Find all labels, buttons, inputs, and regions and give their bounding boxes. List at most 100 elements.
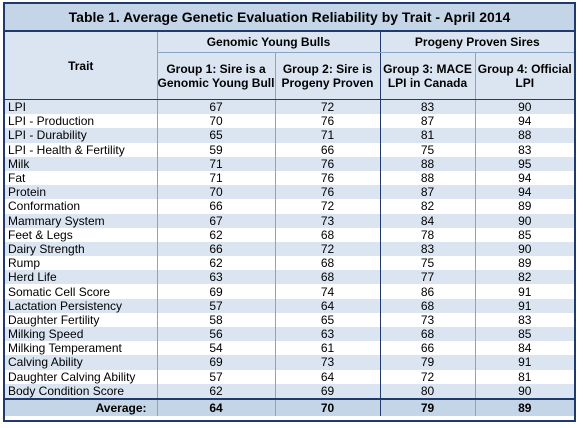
table-title: Table 1. Average Genetic Evaluation Reli… [5, 4, 575, 32]
table-row: Conformation 66 72 82 89 [5, 199, 575, 214]
trait-name: Lactation Persistency [5, 298, 158, 313]
trait-name: Herd Life [5, 270, 158, 285]
average-value-group-1: 64 [156, 397, 275, 416]
reliability-value-group-3: 77 [379, 270, 475, 285]
reliability-value-group-2: 61 [274, 341, 380, 356]
table-row: Fat 71 76 88 94 [5, 170, 575, 186]
reliability-value-group-2: 65 [274, 312, 380, 327]
group-header-progeny-proven-sires: Progeny Proven Sires [379, 31, 575, 53]
reliability-value-group-3: 82 [379, 199, 475, 214]
table-row: Herd Life 63 68 77 82 [5, 270, 575, 285]
column-header-group-4: Group 4: Official LPI [474, 52, 575, 100]
reliability-value-group-2: 69 [274, 383, 380, 399]
reliability-value-group-4: 85 [474, 327, 575, 342]
reliability-value-group-1: 71 [156, 156, 275, 171]
table-row: Body Condition Score 62 69 80 90 [5, 383, 575, 399]
average-label: Average: [5, 397, 157, 416]
reliability-value-group-1: 69 [156, 355, 275, 370]
reliability-value-group-1: 66 [156, 241, 275, 257]
trait-column-header: Trait [5, 31, 158, 100]
reliability-value-group-1: 67 [156, 99, 275, 115]
reliability-value-group-3: 87 [379, 114, 475, 129]
trait-name: Rump [5, 256, 158, 271]
reliability-value-group-1: 62 [156, 227, 275, 242]
reliability-value-group-4: 89 [474, 256, 575, 271]
reliability-value-group-1: 62 [156, 256, 275, 271]
average-value-group-2: 70 [274, 397, 380, 416]
reliability-value-group-4: 94 [474, 114, 575, 129]
reliability-value-group-1: 62 [156, 383, 275, 399]
reliability-value-group-1: 71 [156, 170, 275, 186]
column-header-group-3: Group 3: MACE LPI in Canada [379, 52, 475, 100]
reliability-value-group-4: 91 [474, 284, 575, 299]
reliability-value-group-3: 75 [379, 142, 475, 157]
reliability-value-group-2: 68 [274, 256, 380, 271]
reliability-value-group-2: 76 [274, 114, 380, 129]
trait-name: Feet & Legs [5, 227, 158, 242]
reliability-value-group-1: 67 [156, 213, 275, 228]
table-body: LPI 67 72 83 90 LPI - Production 70 76 87 94 LPI -… [5, 99, 575, 399]
reliability-value-group-2: 72 [274, 199, 380, 214]
table-row: Milking Speed 56 63 68 85 [5, 327, 575, 342]
reliability-value-group-3: 68 [379, 298, 475, 313]
reliability-value-group-4: 94 [474, 185, 575, 200]
reliability-value-group-3: 81 [379, 128, 475, 143]
trait-name: Milking Temperament [5, 341, 158, 356]
trait-name: Dairy Strength [5, 241, 158, 257]
trait-name: Calving Ability [5, 355, 158, 370]
trait-name: Protein [5, 185, 158, 200]
trait-name: Somatic Cell Score [5, 284, 158, 299]
reliability-value-group-3: 78 [379, 227, 475, 242]
trait-name: Mammary System [5, 213, 158, 228]
reliability-value-group-1: 70 [156, 114, 275, 129]
table-row: LPI - Durability 65 71 81 88 [5, 128, 575, 143]
table-row: Milking Temperament 54 61 66 84 [5, 341, 575, 356]
reliability-value-group-3: 86 [379, 284, 475, 299]
trait-name: Daughter Calving Ability [5, 369, 158, 384]
reliability-value-group-2: 64 [274, 298, 380, 313]
reliability-value-group-3: 66 [379, 341, 475, 356]
table-row: Feet & Legs 62 68 78 85 [5, 227, 575, 242]
average-value-group-3: 79 [379, 397, 475, 416]
trait-name: Conformation [5, 199, 158, 214]
reliability-value-group-3: 88 [379, 170, 475, 186]
average-value-group-4: 89 [474, 397, 575, 416]
trait-name: LPI [5, 99, 158, 115]
table-row: LPI - Production 70 76 87 94 [5, 114, 575, 129]
table-row: Milk 71 76 88 95 [5, 156, 575, 171]
reliability-value-group-1: 57 [156, 369, 275, 384]
trait-name: LPI - Health & Fertility [5, 142, 158, 157]
table-row: Mammary System 67 73 84 90 [5, 213, 575, 228]
trait-name: LPI - Durability [5, 128, 158, 143]
table-row: Calving Ability 69 73 79 91 [5, 355, 575, 370]
reliability-value-group-1: 70 [156, 185, 275, 200]
trait-name: Daughter Fertility [5, 312, 158, 327]
trait-name: Milking Speed [5, 327, 158, 342]
reliability-value-group-2: 71 [274, 128, 380, 143]
reliability-value-group-4: 89 [474, 199, 575, 214]
table-row: Lactation Persistency 57 64 68 91 [5, 298, 575, 313]
reliability-value-group-1: 63 [156, 270, 275, 285]
reliability-value-group-4: 91 [474, 355, 575, 370]
reliability-value-group-3: 68 [379, 327, 475, 342]
trait-name: Body Condition Score [5, 383, 158, 399]
reliability-value-group-4: 90 [474, 213, 575, 228]
reliability-value-group-4: 81 [474, 369, 575, 384]
reliability-value-group-4: 94 [474, 170, 575, 186]
reliability-value-group-1: 57 [156, 298, 275, 313]
reliability-value-group-2: 72 [274, 99, 380, 115]
reliability-value-group-2: 68 [274, 227, 380, 242]
reliability-value-group-1: 59 [156, 142, 275, 157]
reliability-value-group-3: 80 [379, 383, 475, 399]
group-header-genomic-young-bulls: Genomic Young Bulls [157, 31, 380, 53]
reliability-value-group-3: 73 [379, 312, 475, 327]
table-row: LPI - Health & Fertility 59 66 75 83 [5, 142, 575, 157]
table-row: Daughter Calving Ability 57 64 72 81 [5, 369, 575, 384]
table-row: Daughter Fertility 58 65 73 83 [5, 312, 575, 327]
reliability-value-group-4: 90 [474, 241, 575, 257]
reliability-value-group-4: 85 [474, 227, 575, 242]
reliability-value-group-2: 76 [274, 156, 380, 171]
reliability-table: Table 1. Average Genetic Evaluation Reli… [5, 4, 575, 416]
reliability-value-group-2: 66 [274, 142, 380, 157]
table-row: LPI 67 72 83 90 [5, 99, 575, 115]
